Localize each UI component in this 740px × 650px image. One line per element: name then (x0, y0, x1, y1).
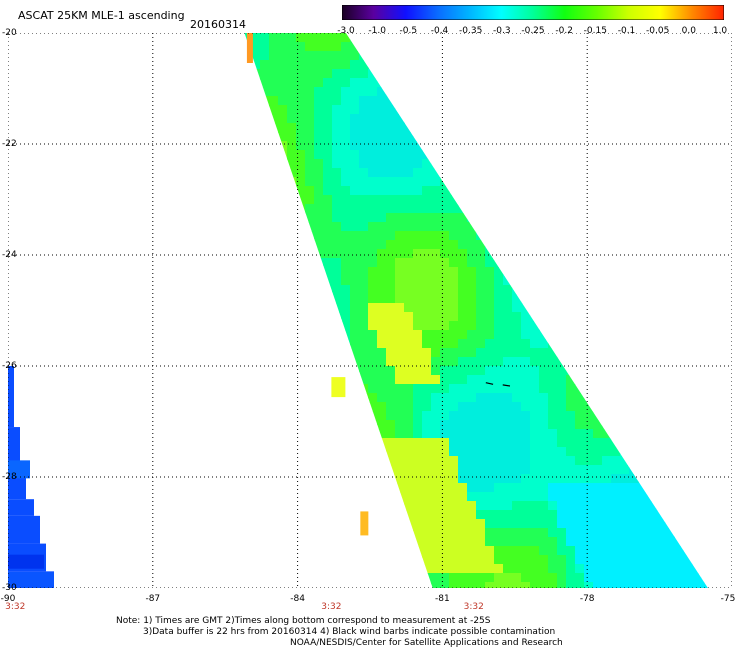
lon-tick-label: -81 (435, 594, 450, 604)
time-label: 3:32 (321, 602, 342, 612)
colorbar-tick-label: -3.0 (337, 26, 355, 36)
edge-cell (246, 33, 253, 63)
lon-tick-label: -84 (290, 594, 305, 604)
lat-tick-label: -22 (2, 139, 17, 149)
time-label: 3:32 (463, 602, 484, 612)
chart-title: ASCAT 25KM MLE-1 ascending (18, 9, 185, 22)
left-swath-fragment (8, 366, 54, 588)
colorbar-tick-label: -0.4 (430, 26, 449, 36)
wind-barb (502, 384, 511, 387)
colorbar-tick-label: -0.15 (583, 26, 607, 36)
colorbar-tick-label: -0.2 (555, 26, 573, 36)
lon-tick-label: -75 (720, 594, 736, 604)
swath-map (8, 33, 732, 588)
lat-tick-label: -24 (2, 250, 17, 260)
wind-barb (485, 382, 494, 385)
note-line-2: 3)Data buffer is 22 hrs from 20160314 4)… (143, 627, 556, 637)
colorbar-tick-label: -0.3 (493, 26, 511, 36)
note-line-1: Note: 1) Times are GMT 2)Times along bot… (116, 616, 491, 626)
lat-tick-label: -20 (2, 28, 17, 38)
edge-cell (331, 377, 346, 398)
lon-tick-label: -87 (145, 594, 161, 604)
note-line-3: NOAA/NESDIS/Center for Satellite Applica… (290, 638, 563, 648)
lat-tick-label: -26 (2, 361, 17, 371)
colorbar-gradient (342, 5, 724, 20)
lon-tick-label: -78 (579, 594, 595, 604)
colorbar-tick-label: -0.1 (617, 26, 636, 36)
colorbar-tick-label: -0.35 (459, 26, 483, 36)
colorbar-tick-label: 1.0 (712, 26, 728, 36)
lon-tick-label: -90 (0, 594, 16, 604)
date-label: 20160314 (190, 18, 246, 31)
colorbar-tick-label: 0.0 (681, 26, 696, 36)
time-label: 3:32 (5, 602, 26, 612)
colorbar-tick-label: -0.05 (646, 26, 670, 36)
lat-tick-label: -30 (2, 583, 17, 593)
lat-tick-label: -28 (2, 472, 17, 482)
colorbar-tick-label: -0.5 (399, 26, 418, 36)
colorbar (342, 5, 724, 20)
colorbar-tick-label: -0.25 (521, 26, 545, 36)
edge-cell (360, 511, 369, 536)
colorbar-tick-label: -1.0 (368, 26, 386, 36)
